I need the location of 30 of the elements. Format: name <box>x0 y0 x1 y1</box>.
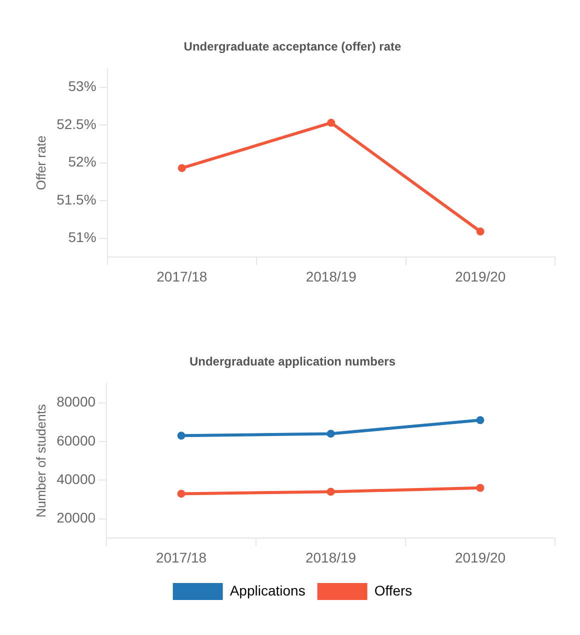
point <box>476 484 484 492</box>
y-tick-label: 51% <box>68 229 96 246</box>
point <box>326 430 335 438</box>
y-tick-label: 52% <box>68 154 96 170</box>
y-tick-label: 20000 <box>56 510 96 526</box>
point <box>327 118 336 127</box>
x-tick-label: 2018/19 <box>305 549 356 566</box>
y-tick-label: 51.5% <box>56 191 96 208</box>
y-tick-label: 40000 <box>56 471 96 488</box>
point <box>177 432 186 440</box>
point <box>326 488 335 496</box>
legend-label: Applications <box>230 582 306 598</box>
chart-title: Undergraduate acceptance (offer) rate <box>184 40 402 54</box>
x-tick-label: 2019/20 <box>454 549 506 566</box>
x-tick-label: 2019/20 <box>455 268 506 284</box>
y-axis-title: Number of students <box>33 404 48 518</box>
legend-label: Offers <box>374 582 412 598</box>
x-tick-label: 2017/18 <box>156 549 207 566</box>
chart-title: Undergraduate application numbers <box>189 354 396 369</box>
point <box>476 228 484 236</box>
x-tick-label: 2018/19 <box>306 268 357 284</box>
y-tick-label: 80000 <box>56 394 96 410</box>
y-tick-label: 53% <box>68 78 96 94</box>
point <box>177 490 186 498</box>
point <box>178 164 186 172</box>
y-axis-title: Offer rate <box>33 135 48 190</box>
point <box>476 416 484 424</box>
y-tick-label: 52.5% <box>56 116 96 132</box>
x-tick-label: 2017/18 <box>156 268 208 284</box>
y-tick-label: 60000 <box>56 432 96 448</box>
